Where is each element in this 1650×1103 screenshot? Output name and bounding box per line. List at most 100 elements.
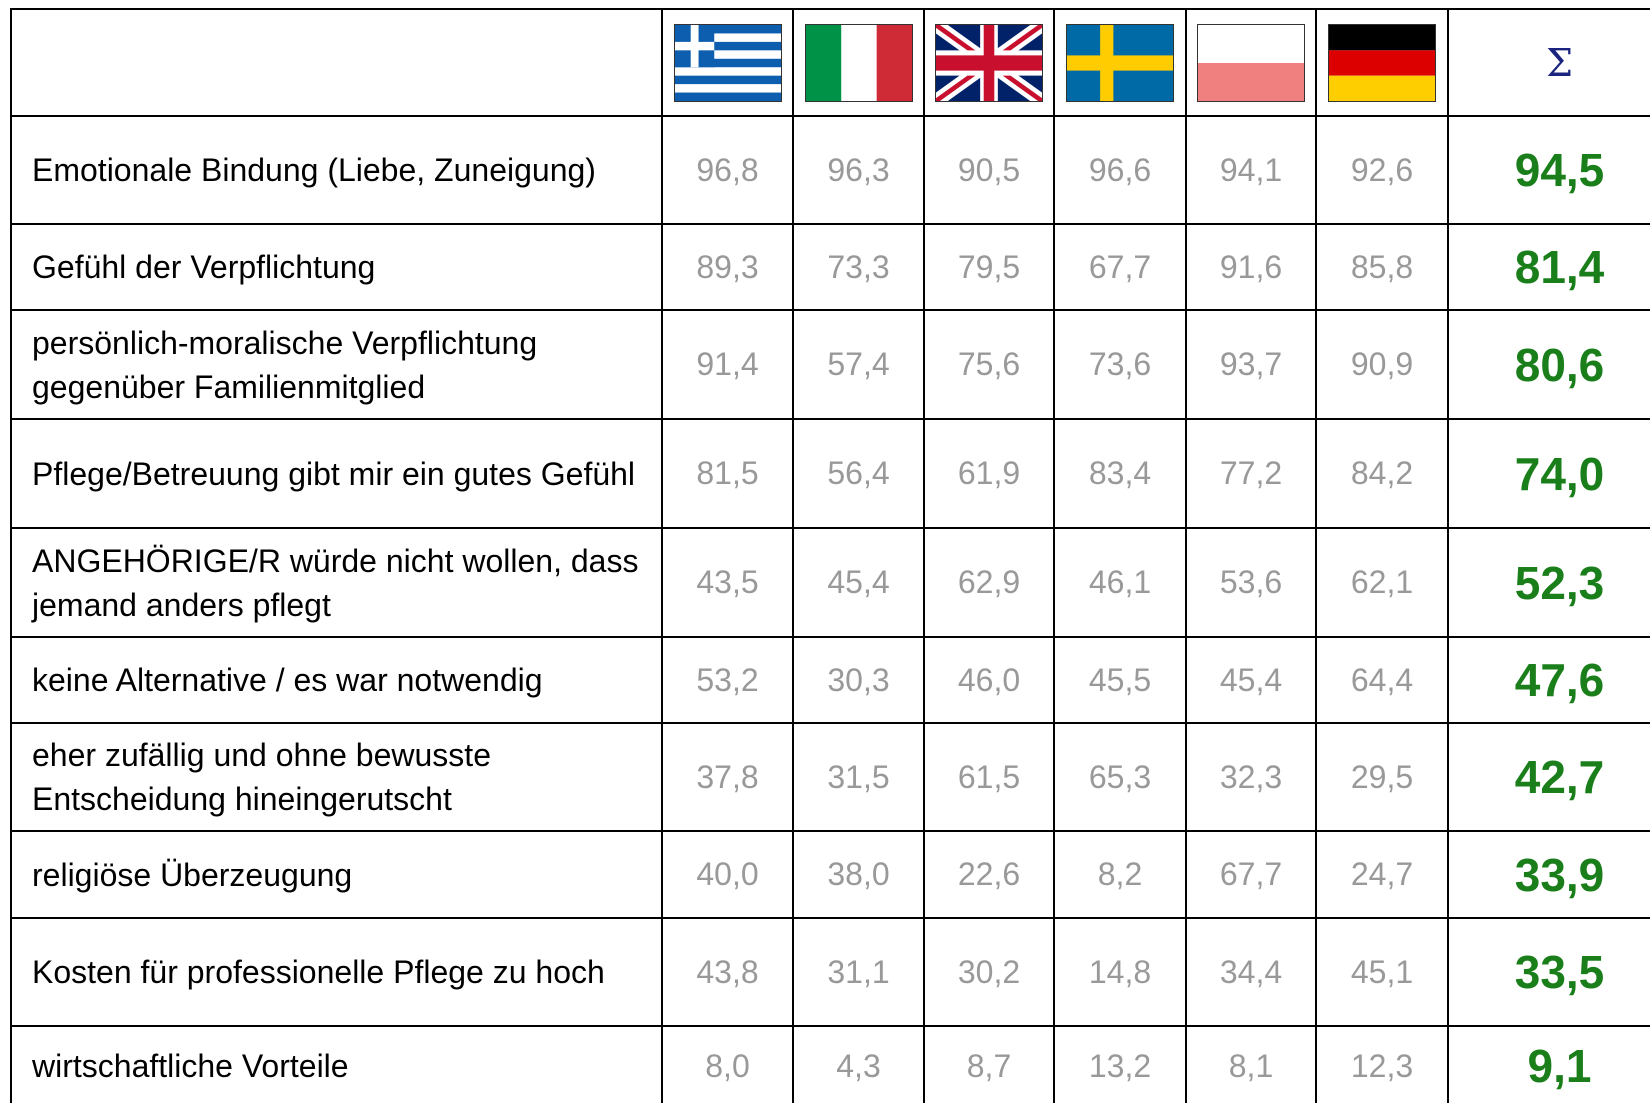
- country-value: 91,4: [661, 309, 794, 420]
- flag-cell: [1053, 8, 1187, 117]
- country-value: 8,1: [1185, 1025, 1317, 1103]
- country-value: 53,6: [1185, 527, 1317, 638]
- country-value: 45,5: [1053, 636, 1187, 724]
- row-label: eher zufällig und ohne bewusste Entschei…: [10, 722, 663, 832]
- table-row: wirtschaftliche Vorteile 8,0 4,3 8,7 13,2 8,1…: [10, 1025, 1650, 1103]
- country-value: 46,1: [1053, 527, 1187, 638]
- flag-cell: [923, 8, 1055, 117]
- flag-italy: [804, 23, 913, 102]
- row-label: Pflege/Betreuung gibt mir ein gutes Gefü…: [10, 418, 663, 529]
- country-value: 12,3: [1315, 1025, 1449, 1103]
- flag-germany: [1328, 23, 1436, 102]
- country-value: 43,5: [661, 527, 794, 638]
- table-body: Emotionale Bindung (Liebe, Zuneigung) 96,…: [10, 115, 1650, 1103]
- country-value: 67,7: [1053, 223, 1187, 311]
- flag-uk: [935, 23, 1043, 102]
- country-value: 77,2: [1185, 418, 1317, 529]
- total-value: 9,1: [1447, 1025, 1650, 1103]
- flag-greece: [673, 23, 782, 102]
- total-value: 33,9: [1447, 830, 1650, 919]
- flag-cell: [1185, 8, 1317, 117]
- country-value: 93,7: [1185, 309, 1317, 420]
- country-value: 29,5: [1315, 722, 1449, 832]
- country-value: 45,4: [792, 527, 925, 638]
- country-value: 45,1: [1315, 917, 1449, 1027]
- country-value: 96,6: [1053, 115, 1187, 225]
- country-value: 14,8: [1053, 917, 1187, 1027]
- country-value: 24,7: [1315, 830, 1449, 919]
- country-value: 56,4: [792, 418, 925, 529]
- flag-cell: [661, 8, 794, 117]
- table-row: religiöse Überzeugung 40,0 38,0 22,6 8,2 67,7…: [10, 830, 1650, 919]
- country-value: 61,9: [923, 418, 1055, 529]
- country-value: 8,7: [923, 1025, 1055, 1103]
- country-value: 61,5: [923, 722, 1055, 832]
- table-row: Gefühl der Verpflichtung 89,3 73,3 79,5 67,7…: [10, 223, 1650, 311]
- country-value: 73,6: [1053, 309, 1187, 420]
- total-value: 81,4: [1447, 223, 1650, 311]
- row-label: Kosten für professionelle Pflege zu hoch: [10, 917, 663, 1027]
- flag-cell: [1315, 8, 1449, 117]
- table-row: Emotionale Bindung (Liebe, Zuneigung) 96,…: [10, 115, 1650, 225]
- row-label: keine Alternative / es war notwendig: [10, 636, 663, 724]
- row-label: Emotionale Bindung (Liebe, Zuneigung): [10, 115, 663, 225]
- table-row: persönlich-moralische Verpflichtung gege…: [10, 309, 1650, 420]
- country-value: 85,8: [1315, 223, 1449, 311]
- country-value: 34,4: [1185, 917, 1317, 1027]
- country-value: 31,5: [792, 722, 925, 832]
- country-value: 81,5: [661, 418, 794, 529]
- country-value: 96,8: [661, 115, 794, 225]
- total-value: 94,5: [1447, 115, 1650, 225]
- country-value: 90,5: [923, 115, 1055, 225]
- header-empty: [10, 8, 663, 117]
- country-value: 8,2: [1053, 830, 1187, 919]
- country-value: 46,0: [923, 636, 1055, 724]
- country-value: 45,4: [1185, 636, 1317, 724]
- country-value: 75,6: [923, 309, 1055, 420]
- flag-sweden: [1066, 23, 1174, 102]
- country-value: 53,2: [661, 636, 794, 724]
- country-value: 62,9: [923, 527, 1055, 638]
- country-value: 32,3: [1185, 722, 1317, 832]
- country-value: 83,4: [1053, 418, 1187, 529]
- country-value: 30,3: [792, 636, 925, 724]
- table-row: eher zufällig und ohne bewusste Entschei…: [10, 722, 1650, 832]
- country-value: 22,6: [923, 830, 1055, 919]
- country-value: 65,3: [1053, 722, 1187, 832]
- country-value: 94,1: [1185, 115, 1317, 225]
- row-label: persönlich-moralische Verpflichtung gege…: [10, 309, 663, 420]
- total-value: 47,6: [1447, 636, 1650, 724]
- country-value: 13,2: [1053, 1025, 1187, 1103]
- country-value: 84,2: [1315, 418, 1449, 529]
- total-value: 74,0: [1447, 418, 1650, 529]
- country-value: 57,4: [792, 309, 925, 420]
- country-value: 92,6: [1315, 115, 1449, 225]
- total-value: 52,3: [1447, 527, 1650, 638]
- country-value: 67,7: [1185, 830, 1317, 919]
- total-value: 80,6: [1447, 309, 1650, 420]
- country-value: 43,8: [661, 917, 794, 1027]
- country-value: 73,3: [792, 223, 925, 311]
- table: Σ Emotionale Bindung (Liebe, Zuneigung) 9…: [10, 8, 1650, 1103]
- table-row: keine Alternative / es war notwendig 53,2…: [10, 636, 1650, 724]
- country-value: 4,3: [792, 1025, 925, 1103]
- country-value: 30,2: [923, 917, 1055, 1027]
- country-value: 62,1: [1315, 527, 1449, 638]
- country-value: 96,3: [792, 115, 925, 225]
- table-row: ANGEHÖRIGE/R würde nicht wollen, dass je…: [10, 527, 1650, 638]
- country-value: 8,0: [661, 1025, 794, 1103]
- country-value: 91,6: [1185, 223, 1317, 311]
- row-label: religiöse Überzeugung: [10, 830, 663, 919]
- row-label: Gefühl der Verpflichtung: [10, 223, 663, 311]
- table-row: Pflege/Betreuung gibt mir ein gutes Gefü…: [10, 418, 1650, 529]
- country-value: 31,1: [792, 917, 925, 1027]
- country-value: 37,8: [661, 722, 794, 832]
- country-value: 90,9: [1315, 309, 1449, 420]
- row-label: ANGEHÖRIGE/R würde nicht wollen, dass je…: [10, 527, 663, 638]
- country-value: 40,0: [661, 830, 794, 919]
- country-value: 38,0: [792, 830, 925, 919]
- flag-poland: [1197, 23, 1305, 102]
- header-row: Σ: [10, 8, 1650, 117]
- total-value: 33,5: [1447, 917, 1650, 1027]
